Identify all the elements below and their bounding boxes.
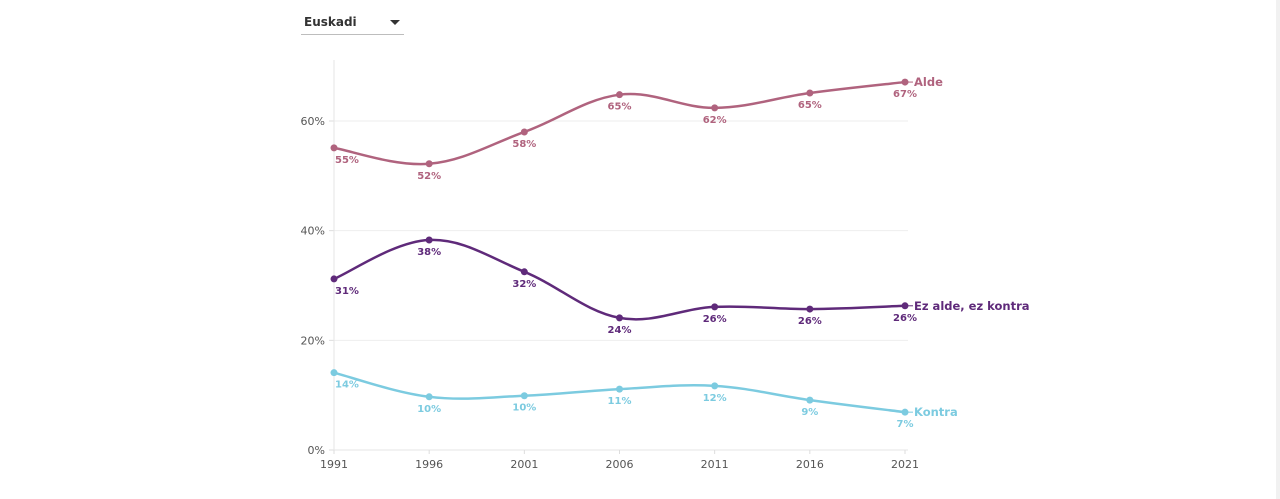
data-point-kontra[interactable] [616, 385, 623, 393]
data-point-kontra[interactable] [901, 408, 909, 416]
data-point-alde[interactable] [520, 128, 528, 136]
data-label-ez-alde-ez-kontra: 32% [512, 279, 536, 290]
data-label-kontra: 9% [801, 407, 818, 418]
data-label-alde: 67% [893, 89, 917, 100]
data-point-ez-alde-ez-kontra[interactable] [425, 236, 433, 244]
data-label-kontra: 14% [335, 380, 359, 391]
data-point-alde[interactable] [425, 160, 433, 168]
data-point-ez-alde-ez-kontra[interactable] [616, 314, 623, 322]
data-point-alde[interactable] [806, 89, 814, 97]
x-tick-label: 2021 [891, 458, 919, 471]
series-name-kontra: Kontra [914, 405, 958, 419]
data-point-kontra[interactable] [425, 393, 433, 401]
data-point-ez-alde-ez-kontra[interactable] [330, 275, 338, 283]
data-point-kontra[interactable] [711, 382, 719, 390]
series-name-alde: Alde [914, 75, 943, 89]
data-point-ez-alde-ez-kontra[interactable] [520, 268, 528, 276]
data-label-ez-alde-ez-kontra: 24% [608, 325, 632, 336]
x-tick-label: 2011 [701, 458, 729, 471]
data-point-kontra[interactable] [330, 369, 338, 377]
data-label-ez-alde-ez-kontra: 38% [417, 247, 441, 258]
data-label-ez-alde-ez-kontra: 26% [798, 316, 822, 327]
data-label-alde: 58% [512, 139, 536, 150]
data-point-ez-alde-ez-kontra[interactable] [806, 305, 814, 313]
data-label-alde: 62% [703, 115, 727, 126]
axes: 0% 20% 40% 60% 1991 1996 2001 2006 2011 2016 2021 [301, 60, 919, 471]
data-label-alde: 52% [417, 171, 441, 182]
y-tick-label: 60% [301, 115, 325, 128]
data-point-alde[interactable] [330, 144, 338, 152]
x-tick-label: 1991 [320, 458, 348, 471]
data-label-alde: 65% [798, 100, 822, 111]
x-tick-label: 1996 [415, 458, 443, 471]
data-label-ez-alde-ez-kontra: 26% [893, 313, 917, 324]
series-name-ez-alde-ez-kontra: Ez alde, ez kontra [914, 299, 1030, 313]
series-markers: 55% 52% 58% 65% 62% 65% 67%Alde 31% 38% 32% 24% 26%… [330, 75, 1030, 430]
data-label-kontra: 7% [897, 419, 914, 430]
y-tick-label: 20% [301, 334, 325, 347]
data-point-alde[interactable] [616, 91, 623, 99]
data-point-kontra[interactable] [520, 392, 528, 400]
y-tick-label: 40% [301, 225, 325, 238]
region-select-value: Euskadi [304, 15, 357, 29]
data-point-kontra[interactable] [806, 396, 814, 404]
data-label-ez-alde-ez-kontra: 26% [703, 314, 727, 325]
y-tick-label: 0% [308, 444, 325, 457]
x-tick-label: 2001 [510, 458, 538, 471]
data-label-ez-alde-ez-kontra: 31% [335, 286, 359, 297]
data-point-alde[interactable] [711, 104, 719, 112]
data-label-kontra: 12% [703, 393, 727, 404]
data-point-ez-alde-ez-kontra[interactable] [901, 302, 909, 310]
data-label-kontra: 10% [417, 404, 441, 415]
x-tick-label: 2016 [796, 458, 824, 471]
data-point-ez-alde-ez-kontra[interactable] [711, 303, 719, 311]
data-point-alde[interactable] [901, 78, 909, 86]
caret-down-icon [390, 20, 400, 25]
data-label-alde: 55% [335, 155, 359, 166]
scrollbar[interactable] [1276, 0, 1280, 499]
data-label-kontra: 10% [512, 403, 536, 414]
x-tick-label: 2006 [606, 458, 634, 471]
data-label-kontra: 11% [608, 396, 632, 407]
data-label-alde: 65% [608, 102, 632, 113]
region-select[interactable]: Euskadi [301, 10, 404, 35]
